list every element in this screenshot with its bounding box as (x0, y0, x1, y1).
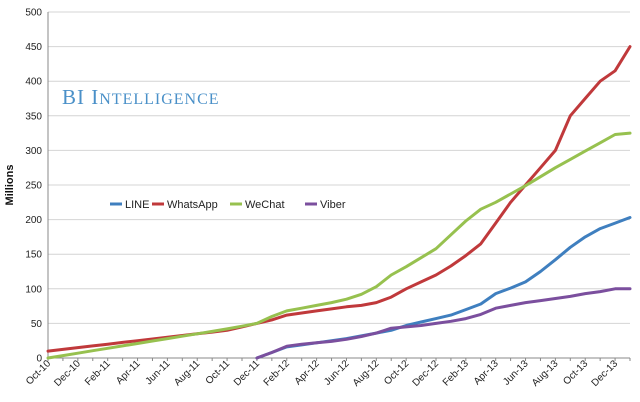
x-tick-label: Jun-11 (144, 358, 173, 387)
x-tick-label: Oct-11 (204, 358, 233, 387)
x-tick-label: Apr-12 (293, 358, 322, 387)
x-tick-label: Oct-12 (382, 358, 411, 387)
y-tick-label: 250 (25, 181, 42, 192)
x-tick-label: Dec-11 (232, 358, 262, 388)
series-line-line (255, 216, 632, 360)
y-tick-labels: 0 50 100 150 200 250 300 350 400 450 500 (25, 8, 42, 365)
x-tick-label: Dec-10 (52, 358, 83, 389)
gridlines (48, 11, 630, 324)
x-tick-label: Aug-11 (172, 358, 202, 388)
x-tick-labels: Oct-10 Dec-10 Feb-11 Apr-11 Jun-11 Aug-11 Oct-… (24, 358, 620, 389)
y-tick-label: 50 (31, 319, 43, 330)
y-tick-label: 450 (25, 42, 42, 53)
y-tick-label: 0 (36, 354, 42, 365)
y-axis-label: Millions (4, 165, 16, 206)
bi-intelligence-logo: BI INTELLIGENCE (62, 85, 220, 109)
x-tick-label: Oct-13 (561, 358, 590, 387)
legend-item-viber: Viber (305, 199, 346, 211)
y-tick-label: 150 (25, 250, 42, 261)
y-tick-label: 350 (25, 111, 42, 122)
series-lines (46, 45, 632, 360)
x-tick-label: Feb-13 (441, 358, 471, 388)
series-line-wechat (46, 131, 632, 360)
legend-label: WhatsApp (167, 199, 218, 211)
series-line-viber (255, 287, 632, 360)
legend-label: WeChat (245, 199, 285, 211)
legend-label: LINE (125, 199, 149, 211)
x-tick-label: Feb-12 (262, 358, 292, 388)
y-tick-label: 100 (25, 284, 42, 295)
y-tick-label: 400 (25, 77, 42, 88)
x-tick-label: Aug-13 (530, 358, 561, 389)
x-tick-label: Dec-13 (590, 358, 621, 389)
x-tick-label: Aug-12 (351, 358, 382, 389)
x-tick-label: Apr-11 (114, 358, 143, 387)
legend-item-line: LINE (110, 199, 149, 211)
legend: LINE WhatsApp WeChat Viber (110, 199, 346, 211)
x-tick-label: Jun-12 (322, 358, 352, 388)
legend-label: Viber (320, 199, 346, 211)
x-tick-label: Feb-11 (83, 358, 113, 388)
x-tick-label: Jun-13 (501, 358, 531, 388)
y-tick-label: 200 (25, 215, 42, 226)
legend-item-whatsapp: WhatsApp (152, 199, 218, 211)
x-tick-label: Dec-12 (411, 358, 442, 389)
legend-item-wechat: WeChat (230, 199, 285, 211)
y-tick-label: 500 (25, 8, 42, 19)
series-line-whatsapp (46, 45, 632, 353)
y-tick-label: 300 (25, 146, 42, 157)
x-tick-label: Apr-13 (472, 358, 501, 387)
